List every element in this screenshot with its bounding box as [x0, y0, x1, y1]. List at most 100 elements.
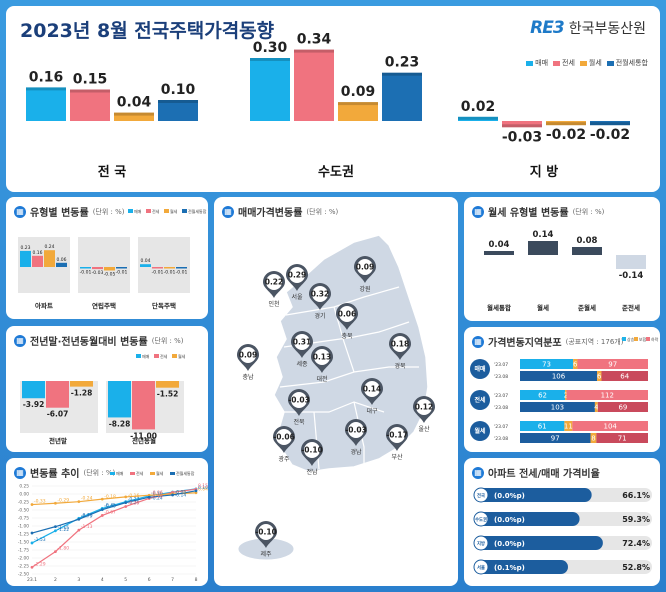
ratio-bar-chart: 전국 (0.0%p) 66.1% 수도권 (0.0%p) 59.3% 지방 (0.0%p) 72…	[473, 487, 652, 575]
map-pin-inner	[294, 334, 310, 350]
bar-edge	[502, 124, 542, 128]
bar	[114, 112, 154, 121]
chart-icon: ▦	[14, 334, 26, 347]
data-label: -0.79	[81, 513, 93, 519]
map-pin-inner	[314, 349, 330, 365]
map-pin-inner	[258, 524, 274, 540]
row-label: '23.07	[494, 424, 508, 430]
bar	[56, 262, 67, 267]
data-label: 0.10	[198, 485, 208, 491]
bar	[572, 247, 602, 255]
legend-text: 하락	[651, 336, 659, 342]
region-border	[284, 401, 385, 413]
row-value: 72.4%	[622, 539, 650, 548]
bar-edge	[114, 112, 154, 116]
category-label: 단독주택	[152, 301, 176, 310]
data-label: -0.01	[116, 270, 128, 276]
logo: RE3 한국부동산원	[530, 18, 646, 38]
bar-edge	[70, 89, 110, 93]
map-pin-inner	[357, 259, 373, 275]
yoy-card: ▦ 전년말·전년동월대비 변동률 (단위 : %) 매매 전세 월세 -3.92 -6.07…	[6, 326, 208, 452]
segment	[573, 359, 578, 369]
bar-edge	[250, 58, 290, 61]
region-value: 0.22	[265, 278, 284, 287]
legend-swatch	[622, 337, 626, 341]
map-unit: (단위 : %)	[306, 207, 339, 216]
data-point	[77, 500, 81, 504]
region-border	[353, 401, 365, 467]
bar	[20, 250, 31, 267]
data-label: 0.08	[577, 236, 598, 246]
data-point	[77, 517, 81, 521]
fill-bar	[474, 560, 568, 574]
row-label: '23.07	[494, 393, 508, 399]
legend-text: 월세	[156, 470, 164, 476]
data-label: -1.80	[57, 546, 69, 552]
group-label: 전세	[474, 396, 486, 404]
segment-label: 69	[618, 404, 627, 412]
y-tick-label: 0.00	[19, 492, 29, 498]
x-tick-label: 3	[77, 577, 80, 583]
segment	[577, 359, 648, 369]
category-label: 아파트	[35, 301, 53, 310]
bar	[116, 267, 127, 269]
legend-swatch	[646, 337, 650, 341]
data-label: -0.01	[152, 270, 164, 276]
segment-label: 112	[601, 392, 614, 400]
top-legend: 매매 전세 월세 전월세통합	[526, 58, 648, 68]
bar	[502, 121, 542, 128]
y-tick-label: -2.50	[18, 572, 29, 578]
trend-line-chart: 매매 전세 월세 전월세통합 0.25 0.00 -0.25 -0.50 -0.75 -1.00 -…	[18, 470, 208, 583]
data-point	[54, 529, 57, 533]
legend-item: 매매	[526, 58, 548, 68]
segment	[564, 421, 573, 431]
legend-text: 매매	[134, 208, 142, 214]
data-label: -0.04	[175, 489, 187, 495]
trend-card: ▦ 변동률 추이 (단위 : %) 매매 전세 월세 전월세통합 0.25 0.00 -0.25…	[6, 458, 208, 586]
data-label: -0.29	[57, 497, 69, 503]
map-pin-inner	[364, 381, 380, 397]
row-change: (0.0%p)	[494, 540, 525, 548]
legend-item: 전세	[553, 58, 575, 68]
bar-edge	[458, 116, 498, 120]
group-label: 매매	[474, 365, 486, 373]
y-tick-label: -0.25	[18, 500, 29, 506]
data-label: -1.15	[57, 525, 69, 531]
data-label: -3.92	[23, 400, 45, 409]
region-value: -0.17	[386, 431, 408, 440]
data-label: -0.14	[619, 271, 644, 281]
data-point	[124, 501, 128, 505]
chart-icon: ▦	[222, 205, 234, 218]
y-tick-label: -2.00	[18, 556, 29, 562]
bar	[26, 87, 66, 121]
yoy-title: ▦ 전년말·전년동월대비 변동률 (단위 : %)	[14, 333, 184, 348]
data-label: -6.07	[47, 410, 69, 419]
legend-swatch	[634, 337, 638, 341]
row-change: (0.1%p)	[494, 564, 525, 572]
map-title: ▦ 매매가격변동률 (단위 : %)	[222, 204, 338, 219]
bar	[92, 267, 103, 270]
region-value: -0.06	[273, 433, 295, 442]
data-point	[194, 491, 198, 495]
data-label: 0.15	[198, 483, 208, 489]
bar	[104, 267, 115, 271]
data-point	[30, 565, 34, 569]
row-badge	[473, 487, 489, 503]
data-label: -11.00	[130, 431, 157, 440]
segment-label: 11	[564, 423, 573, 431]
row-change: (0.0%p)	[494, 516, 525, 524]
row-value: 66.1%	[622, 491, 650, 500]
series-line	[31, 490, 197, 534]
bar-edge	[294, 49, 334, 53]
map-pin-inner	[289, 267, 305, 283]
bar-edge	[382, 72, 422, 76]
trend-unit: (단위 : %)	[83, 468, 116, 477]
bar	[44, 250, 55, 267]
segment	[520, 402, 595, 412]
region-value: -0.10	[301, 446, 323, 455]
region-value: -0.10	[255, 528, 277, 537]
wolse-title: ▦ 월세 유형별 변동률 (단위 : %)	[472, 204, 604, 219]
legend-swatch	[526, 60, 534, 66]
legend-swatch	[606, 60, 614, 66]
bar	[152, 267, 163, 269]
